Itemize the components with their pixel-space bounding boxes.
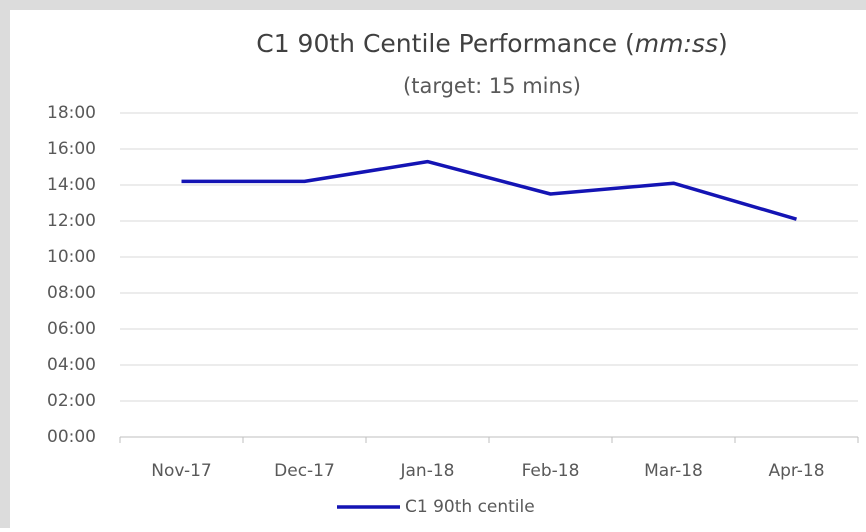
data-line bbox=[181, 159, 797, 221]
chart-area bbox=[10, 10, 866, 528]
y-tick-label: 14:00 bbox=[47, 175, 96, 195]
x-tick-label: Jan-18 bbox=[400, 461, 455, 481]
y-tick-label: 06:00 bbox=[47, 319, 96, 339]
y-tick-label: 04:00 bbox=[47, 355, 96, 375]
x-tick-label: Apr-18 bbox=[768, 461, 824, 481]
y-tick-label: 02:00 bbox=[47, 391, 96, 411]
y-tick-label: 18:00 bbox=[47, 103, 96, 123]
x-tick-label: Feb-18 bbox=[522, 461, 580, 481]
y-tick-label: 08:00 bbox=[47, 283, 96, 303]
title-part: ) bbox=[718, 29, 728, 58]
chart-title: C1 90th Centile Performance (mm:ss) bbox=[256, 29, 728, 58]
title-part: mm:ss bbox=[635, 29, 718, 58]
x-tick-label: Dec-17 bbox=[274, 461, 335, 481]
y-tick-label: 12:00 bbox=[47, 211, 96, 231]
title-part: C1 90th Centile Performance ( bbox=[256, 29, 635, 58]
x-tick-label: Mar-18 bbox=[644, 461, 703, 481]
y-tick-label: 16:00 bbox=[47, 139, 96, 159]
y-tick-label: 00:00 bbox=[47, 427, 96, 447]
legend-label: C1 90th centile bbox=[405, 497, 535, 517]
y-tick-label: 10:00 bbox=[47, 247, 96, 267]
chart-subtitle: (target: 15 mins) bbox=[403, 74, 581, 98]
x-tick-label: Nov-17 bbox=[151, 461, 212, 481]
